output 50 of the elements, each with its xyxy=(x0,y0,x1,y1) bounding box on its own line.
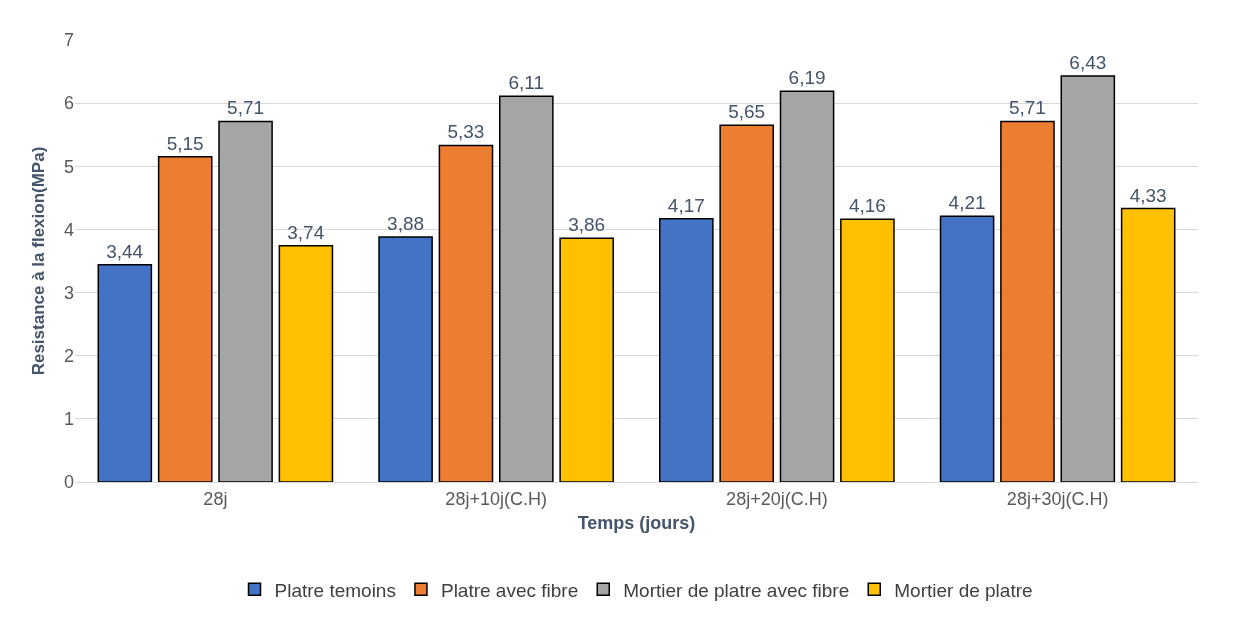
bar xyxy=(378,236,433,482)
data-label: 3,74 xyxy=(287,221,325,243)
y-tick-label: 5 xyxy=(63,156,74,177)
data-label: 5,65 xyxy=(728,101,766,123)
data-label: 3,88 xyxy=(387,213,425,235)
bar xyxy=(719,124,774,482)
data-label: 4,33 xyxy=(1129,184,1167,206)
data-label: 6,11 xyxy=(508,72,545,94)
data-label: 6,43 xyxy=(1069,51,1107,73)
bar xyxy=(438,144,494,482)
legend-label: Mortier de platre xyxy=(894,579,1033,601)
data-label: 5,33 xyxy=(447,121,485,143)
y-tick-label: 6 xyxy=(63,93,74,114)
data-label: 4,17 xyxy=(667,194,705,216)
bar xyxy=(97,264,153,482)
bar xyxy=(1000,120,1055,482)
y-tick-label: 4 xyxy=(63,219,74,240)
legend-label: Platre avec fibre xyxy=(440,579,579,601)
bar xyxy=(218,120,273,482)
bar xyxy=(840,218,895,482)
y-tick-label: 1 xyxy=(63,409,74,430)
legend-label: Mortier de platre avec fibre xyxy=(623,579,850,601)
bar xyxy=(659,217,714,482)
bar xyxy=(1120,207,1176,482)
bar xyxy=(1060,75,1116,482)
data-label: 4,16 xyxy=(848,195,886,217)
x-tick-label: 28j+20j(C.H) xyxy=(726,488,828,509)
x-axis-title: Temps (jours) xyxy=(577,512,696,533)
data-label: 5,71 xyxy=(227,97,265,119)
bar xyxy=(559,237,614,482)
bar xyxy=(157,156,213,482)
data-label: 5,15 xyxy=(166,132,204,154)
data-label: 6,19 xyxy=(788,67,826,89)
data-label: 4,21 xyxy=(948,192,986,214)
bar xyxy=(499,95,554,482)
data-label: 3,86 xyxy=(568,214,606,236)
data-label: 3,44 xyxy=(106,240,144,262)
bar xyxy=(779,90,835,482)
data-label: 5,71 xyxy=(1008,97,1046,119)
y-axis-title: Resistance à la flexion(MPa) xyxy=(28,146,48,376)
y-tick-label: 7 xyxy=(63,30,74,51)
x-tick-label: 28j xyxy=(203,488,228,509)
bar xyxy=(939,215,995,482)
x-tick-label: 28j+30j(C.H) xyxy=(1006,488,1109,509)
y-tick-label: 2 xyxy=(63,346,74,367)
x-tick-label: 28j+10j(C.H) xyxy=(445,488,547,509)
bar xyxy=(278,245,334,482)
y-tick-label: 0 xyxy=(63,472,74,493)
legend-label: Platre temoins xyxy=(274,579,396,601)
y-tick-label: 3 xyxy=(63,282,74,303)
